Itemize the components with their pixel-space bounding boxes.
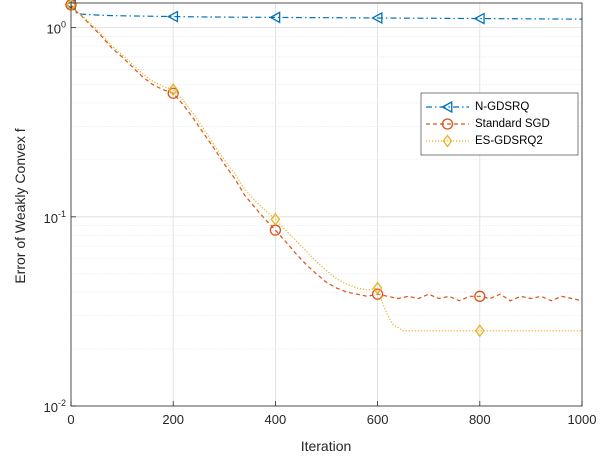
series-marker [269,11,281,24]
x-tick-label: 0 [67,412,74,427]
y-tick-label: 10-1 [44,209,66,226]
series-marker [474,324,485,338]
x-tick-label: 800 [469,412,491,427]
legend: N-GDSRQ Standard SGD ES-GDSRQ2 [420,92,579,156]
y-tick-label: 100 [47,20,66,37]
y-tick-label: 10-2 [44,398,66,415]
plot-background [71,3,582,406]
legend-symbols [426,100,469,148]
plot-frame [70,2,583,407]
x-tick-label: 1000 [568,412,597,427]
legend-label-standard-sgd: Standard SGD [475,118,550,130]
series-marker [474,290,486,302]
x-axis-label: Iteration [301,438,352,454]
series-line [70,4,583,302]
legend-label-n-gdsrq: N-GDSRQ [475,101,529,113]
x-tick-label: 400 [265,412,287,427]
series-line [70,4,582,332]
legend-marker [441,118,454,130]
series-marker [168,83,179,97]
series-marker [167,87,179,99]
legend-label-es-gdsrq2: ES-GDSRQ2 [475,135,543,147]
x-tick-label: 600 [367,412,389,427]
legend-marker [442,134,453,148]
y-axis-label: Error of Weakly Convex f [12,128,28,283]
series-marker [371,11,383,25]
series-marker [270,212,281,226]
axis-ticks: 0 200 400 600 800 1000 10-2 10-1 100 [44,20,597,427]
x-tick-label: 200 [162,412,184,427]
series-marker [166,10,179,23]
series-marker [473,12,485,25]
legend-marker [441,100,453,114]
series-marker [372,281,383,295]
